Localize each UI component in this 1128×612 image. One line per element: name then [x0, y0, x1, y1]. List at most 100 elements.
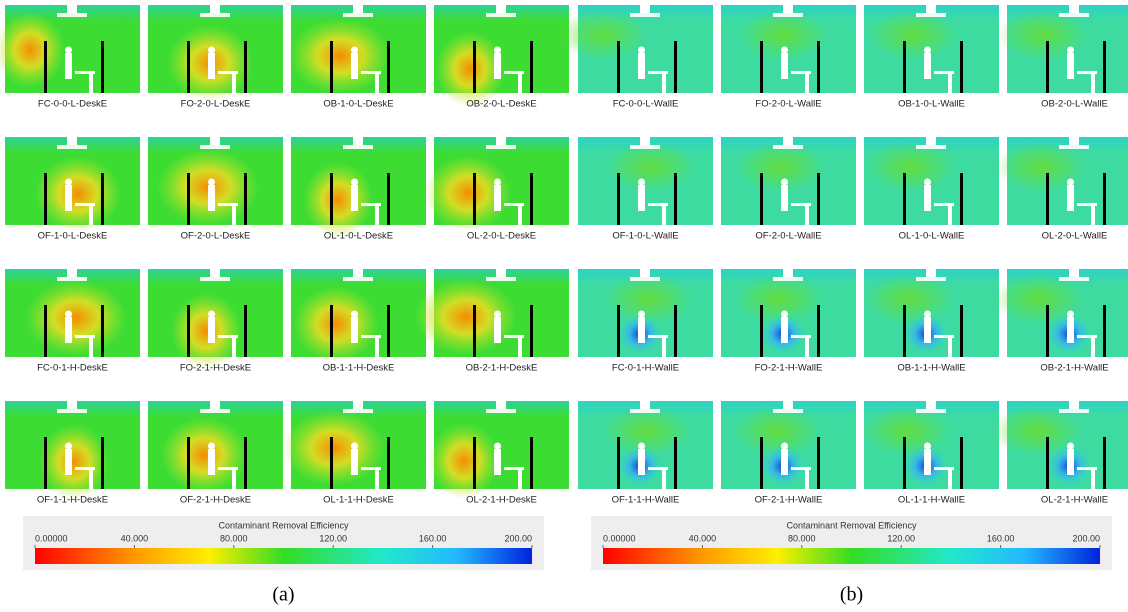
occupant-head — [924, 178, 931, 186]
occupant-head — [208, 46, 215, 54]
notch — [210, 269, 220, 277]
occupant — [351, 185, 358, 211]
notch — [57, 145, 87, 149]
notch — [640, 137, 650, 145]
partition — [960, 305, 963, 357]
contour-plot: FO-2-1-H-WallE — [721, 269, 856, 374]
partition — [187, 41, 190, 93]
contour-plot: OF-2-0-L-DeskE — [148, 137, 283, 242]
colorbar-tick-label: 80.000 — [788, 533, 816, 543]
desk-leg — [232, 338, 236, 357]
contour — [992, 406, 1082, 456]
panel-label: (b) — [840, 584, 863, 606]
desk-leg — [518, 338, 522, 357]
partition — [817, 437, 820, 489]
contour — [283, 410, 385, 486]
contour — [994, 274, 1084, 324]
occupant-head — [1067, 46, 1074, 54]
contour-plot: OL-1-0-L-WallE — [864, 137, 999, 242]
partition — [1103, 305, 1106, 357]
plot-label: OF-1-1-H-DeskE — [37, 495, 108, 506]
contour — [864, 274, 954, 324]
notch — [200, 13, 230, 17]
notch — [210, 5, 220, 13]
desk — [75, 335, 95, 338]
occupant — [351, 317, 358, 343]
desk — [1077, 71, 1097, 74]
notch — [496, 269, 506, 277]
colorbar-tick-label: 200.00 — [1072, 533, 1100, 543]
partition — [530, 41, 533, 93]
notch — [353, 269, 363, 277]
desk-leg — [662, 206, 666, 225]
occupant-head — [924, 310, 931, 318]
plot-label: OL-1-0-L-WallE — [899, 231, 965, 242]
desk-leg — [375, 206, 379, 225]
plot-label: FO-2-1-H-DeskE — [180, 363, 251, 374]
plot-label: OL-2-1-H-WallE — [1041, 495, 1108, 506]
notch — [783, 401, 793, 409]
notch — [210, 401, 220, 409]
notch — [353, 401, 363, 409]
contour — [35, 156, 121, 232]
contour — [602, 406, 692, 456]
partition — [187, 437, 190, 489]
notch — [630, 145, 660, 149]
partition — [187, 305, 190, 357]
desk — [934, 203, 954, 206]
occupant-head — [494, 442, 501, 450]
notch — [783, 137, 793, 145]
occupant — [924, 185, 931, 211]
notch — [1059, 409, 1089, 413]
partition — [387, 41, 390, 93]
partition — [101, 41, 104, 93]
contour — [734, 274, 824, 324]
partition — [330, 437, 333, 489]
partition — [760, 41, 763, 93]
notch — [486, 13, 516, 17]
plot-label: OB-2-0-L-DeskE — [466, 99, 536, 110]
partition — [1046, 41, 1049, 93]
occupant — [1067, 449, 1074, 475]
occupant-head — [65, 178, 72, 186]
desk — [75, 467, 95, 470]
desk-leg — [948, 338, 952, 357]
notch — [1069, 401, 1079, 409]
desk-leg — [518, 470, 522, 489]
desk — [504, 467, 524, 470]
contour — [866, 142, 956, 192]
notch — [67, 269, 77, 277]
desk-leg — [948, 470, 952, 489]
notch — [773, 277, 803, 281]
plot-label: OF-1-0-L-WallE — [612, 231, 678, 242]
panel-label: (a) — [272, 584, 294, 606]
desk — [504, 335, 524, 338]
contour — [429, 423, 499, 499]
plot-label: FC-0-1-H-DeskE — [37, 363, 108, 374]
contour-plot: FO-2-1-H-DeskE — [148, 269, 283, 374]
occupant — [781, 449, 788, 475]
notch — [1059, 13, 1089, 17]
colorbar-tick-label: 40.000 — [121, 533, 149, 543]
plot-label: OF-1-0-L-DeskE — [38, 231, 108, 242]
notch — [926, 137, 936, 145]
desk-leg — [375, 338, 379, 357]
partition — [960, 173, 963, 225]
desk — [75, 203, 95, 206]
contour-plot: OF-1-1-H-WallE — [578, 401, 713, 506]
occupant-head — [1067, 178, 1074, 186]
contour-plot: OB-2-1-H-WallE — [994, 269, 1128, 374]
partition — [960, 41, 963, 93]
partition — [44, 437, 47, 489]
desk — [1077, 203, 1097, 206]
partition — [674, 41, 677, 93]
colorbar-tick-label: 120.00 — [319, 533, 347, 543]
notch — [486, 409, 516, 413]
contour-plot: FC-0-1-H-DeskE — [5, 269, 140, 374]
occupant — [351, 449, 358, 475]
partition — [817, 173, 820, 225]
occupant-head — [494, 46, 501, 54]
contour-plot: OL-2-1-H-WallE — [992, 401, 1128, 506]
partition — [244, 41, 247, 93]
colorbar-tick-label: 0.00000 — [35, 533, 68, 543]
